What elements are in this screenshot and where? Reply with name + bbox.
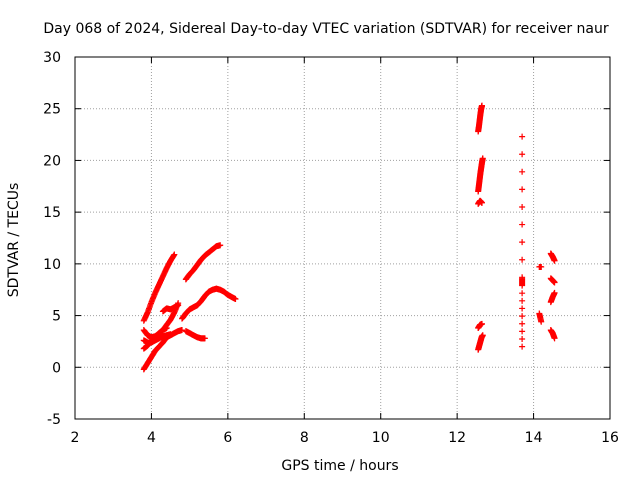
data-point [519, 256, 526, 263]
x-tick-label: 8 [300, 430, 309, 446]
data-point [216, 242, 223, 249]
y-tick-label: 25 [43, 102, 61, 118]
grid [75, 57, 610, 419]
y-tick-label: 10 [43, 257, 61, 273]
chart-title: Day 068 of 2024, Sidereal Day-to-day VTE… [43, 21, 609, 37]
y-tick-label: -5 [47, 412, 61, 428]
y-tick-label: 0 [52, 360, 61, 376]
data-point [178, 327, 185, 334]
series-arc-18 [547, 275, 558, 286]
axis-ticks: 2 4 6 8 10 12 14 16 -5 0 5 10 15 20 25 30 [43, 50, 619, 446]
series-arc-16 [536, 310, 545, 325]
x-tick-label: 10 [372, 430, 390, 446]
plot-frame [74, 56, 611, 420]
data-point [519, 133, 526, 140]
x-tick-label: 16 [601, 430, 619, 446]
data-point [519, 328, 526, 335]
data-point [519, 186, 526, 193]
data-point [519, 343, 526, 350]
data-point [537, 317, 544, 324]
data-point [201, 335, 208, 342]
data-point [519, 221, 526, 228]
series-arc-8 [179, 285, 239, 322]
series-arc-1 [140, 251, 178, 324]
data-point [519, 305, 526, 312]
data-point [551, 334, 558, 341]
series-arc-20 [547, 327, 558, 342]
data-point [170, 252, 177, 259]
y-axis-title: SDTVAR / TECUs [6, 183, 22, 298]
data-point [551, 257, 558, 264]
x-tick-label: 14 [525, 430, 543, 446]
data-point [479, 155, 486, 162]
x-tick-label: 2 [71, 430, 80, 446]
y-tick-label: 20 [43, 153, 61, 169]
series-arc-5 [140, 324, 170, 352]
data-point [174, 302, 181, 309]
series-arc-6 [159, 302, 182, 315]
series-isolated-13.7 [519, 133, 526, 350]
data-point [519, 281, 526, 288]
series-arc-14 [475, 332, 486, 353]
data-point [519, 290, 526, 297]
series-arc-3 [140, 327, 185, 373]
data-point [551, 279, 558, 286]
data-point [232, 295, 239, 302]
x-tick-label: 4 [147, 430, 156, 446]
series-arc-13 [475, 320, 485, 331]
series-arc-19 [547, 289, 558, 306]
data-point [551, 290, 558, 297]
y-tick-label: 15 [43, 205, 61, 221]
y-tick-label: 5 [52, 309, 61, 325]
series-arc-10 [475, 102, 485, 135]
y-tick-label: 30 [43, 50, 61, 66]
data-point [479, 332, 486, 339]
series-arc-12 [475, 197, 485, 207]
data-point [478, 102, 485, 109]
data-point [519, 313, 526, 320]
data-point [519, 203, 526, 210]
x-axis-title: GPS time / hours [281, 458, 398, 474]
data-point [478, 320, 485, 327]
series-arc-15 [536, 263, 545, 270]
data-point [519, 320, 526, 327]
data-point [537, 263, 544, 270]
x-tick-label: 6 [223, 430, 232, 446]
data-point [519, 335, 526, 342]
data-point [519, 239, 526, 246]
data-point [163, 325, 170, 332]
x-tick-label: 12 [448, 430, 466, 446]
data-points [140, 102, 558, 373]
series-arc-7 [182, 242, 224, 283]
series-arc-11 [475, 155, 486, 195]
data-point [519, 297, 526, 304]
series-arc-9 [182, 328, 208, 342]
data-point [478, 199, 485, 206]
series-arc-17 [547, 250, 558, 264]
data-point [519, 151, 526, 158]
data-point [519, 168, 526, 175]
data-point [167, 331, 174, 338]
